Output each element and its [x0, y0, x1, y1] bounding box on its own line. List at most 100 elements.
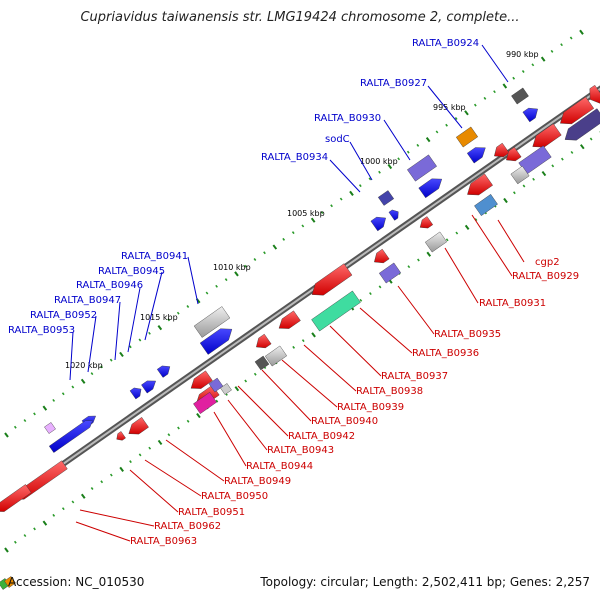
scale-tick-labels: 990 kbp 995 kbp 1000 kbp 1005 kbp 1010 kbp 10…: [65, 50, 539, 370]
forward-gene-label[interactable]: sodC: [325, 134, 350, 145]
leader-line: [497, 219, 525, 263]
reverse-gene[interactable]: [564, 108, 600, 141]
tick-mark: [61, 507, 65, 511]
forward-gene-label[interactable]: RALTA_B0947: [54, 295, 121, 306]
reverse-gene-label[interactable]: RALTA_B0938: [356, 386, 423, 397]
tick-mark: [215, 399, 219, 403]
reverse-gene[interactable]: [589, 84, 600, 104]
reverse-gene[interactable]: [278, 310, 301, 329]
tick-mark: [52, 513, 56, 517]
forward-gene-label[interactable]: RALTA_B0945: [98, 266, 165, 277]
reverse-gene-label[interactable]: RALTA_B0962: [154, 521, 221, 532]
reverse-gene[interactable]: [494, 142, 510, 158]
forward-gene[interactable]: [370, 216, 386, 232]
reverse-gene-label[interactable]: RALTA_B0937: [381, 371, 448, 382]
forward-gene-label[interactable]: RALTA_B0952: [30, 310, 97, 321]
forward-gene-label[interactable]: RALTA_B0934: [261, 152, 328, 163]
forward-gene-label[interactable]: RALTA_B0941: [121, 251, 188, 262]
forward-gene-label[interactable]: RALTA_B0924: [412, 38, 479, 49]
forward-gene[interactable]: [522, 107, 538, 123]
reverse-gene[interactable]: [116, 431, 126, 441]
tick-mark: [71, 500, 75, 504]
gene-feature[interactable]: [193, 392, 217, 414]
tick-mark: [119, 466, 124, 472]
reverse-gene-label[interactable]: RALTA_B0943: [267, 445, 334, 456]
reverse-gene-label[interactable]: RALTA_B0949: [224, 476, 291, 487]
tick-mark: [61, 392, 65, 396]
reverse-gene-label[interactable]: RALTA_B0936: [412, 348, 479, 359]
forward-gene[interactable]: [388, 209, 399, 221]
reverse-gene[interactable]: [506, 146, 522, 162]
gene-feature[interactable]: [254, 355, 270, 371]
reverse-gene-label[interactable]: RALTA_B0944: [246, 461, 313, 472]
forward-gene[interactable]: [48, 420, 93, 453]
gene-feature[interactable]: [407, 154, 437, 182]
reverse-gene[interactable]: [311, 263, 353, 296]
forward-gene-label[interactable]: RALTA_B0953: [8, 325, 75, 336]
forward-gene-label[interactable]: RALTA_B0930: [314, 113, 381, 124]
reverse-gene-label[interactable]: RALTA_B0929: [512, 271, 579, 282]
reverse-gene[interactable]: [419, 216, 434, 229]
tick-mark: [224, 278, 228, 282]
reverse-gene-label[interactable]: RALTA_B0942: [288, 431, 355, 442]
gene-feature[interactable]: [264, 345, 288, 367]
reverse-gene-label[interactable]: RALTA_B0950: [201, 491, 268, 502]
reverse-gene[interactable]: [128, 417, 149, 435]
reverse-gene-label[interactable]: cgp2: [535, 257, 560, 268]
tick-mark: [13, 425, 17, 429]
tick-mark: [282, 237, 286, 241]
tick-mark: [186, 419, 190, 423]
tick-mark: [128, 345, 132, 349]
gene-feature[interactable]: [510, 165, 530, 185]
tick-label: 1000 kbp: [360, 157, 398, 166]
tick-mark: [263, 251, 266, 255]
forward-gene[interactable]: [156, 365, 171, 378]
gene-feature[interactable]: [424, 231, 448, 253]
reverse-gene[interactable]: [190, 370, 213, 389]
forward-gene[interactable]: [141, 380, 156, 394]
forward-gene[interactable]: [466, 147, 486, 164]
tick-mark: [560, 43, 563, 47]
forward-gene-label[interactable]: RALTA_B0946: [76, 280, 143, 291]
leader-line: [129, 469, 179, 513]
gene-feature[interactable]: [4, 576, 16, 588]
reverse-gene[interactable]: [560, 96, 595, 125]
gene-feature[interactable]: [474, 194, 498, 216]
gene-feature[interactable]: [44, 422, 56, 434]
gene-feature[interactable]: [311, 290, 361, 332]
tick-mark: [138, 338, 142, 342]
tick-mark: [464, 224, 470, 230]
gene-feature[interactable]: [377, 190, 395, 206]
leader-line: [114, 301, 121, 361]
tick-mark: [454, 117, 458, 121]
reverse-gene[interactable]: [374, 248, 390, 264]
reverse-gene-label[interactable]: RALTA_B0940: [311, 416, 378, 427]
reverse-gene-label[interactable]: RALTA_B0931: [479, 298, 546, 309]
tick-mark: [196, 412, 201, 419]
gene-feature[interactable]: [193, 306, 231, 338]
forward-gene[interactable]: [418, 178, 443, 199]
forward-gene[interactable]: [129, 387, 142, 400]
tick-mark: [311, 332, 316, 338]
leader-line: [397, 285, 435, 335]
reverse-gene-label[interactable]: RALTA_B0939: [337, 402, 404, 413]
tick-mark: [435, 130, 439, 134]
reverse-gene[interactable]: [532, 123, 562, 148]
leader-line: [471, 214, 513, 277]
gene-feature[interactable]: [511, 87, 529, 105]
leader-line: [261, 369, 312, 422]
reverse-gene[interactable]: [0, 484, 32, 512]
tick-mark: [502, 83, 508, 89]
reverse-gene-label[interactable]: RALTA_B0963: [130, 536, 197, 547]
leader-line: [303, 344, 357, 392]
reverse-gene-label[interactable]: RALTA_B0935: [434, 329, 501, 340]
reverse-gene-label[interactable]: RALTA_B0951: [178, 507, 245, 518]
forward-gene-label[interactable]: RALTA_B0927: [360, 78, 427, 89]
reverse-gene[interactable]: [467, 173, 493, 196]
reverse-gene[interactable]: [256, 333, 272, 349]
forward-gene[interactable]: [199, 328, 233, 355]
gene-feature[interactable]: [220, 383, 232, 395]
gene-feature[interactable]: [378, 262, 402, 284]
gene-feature[interactable]: [455, 126, 479, 148]
